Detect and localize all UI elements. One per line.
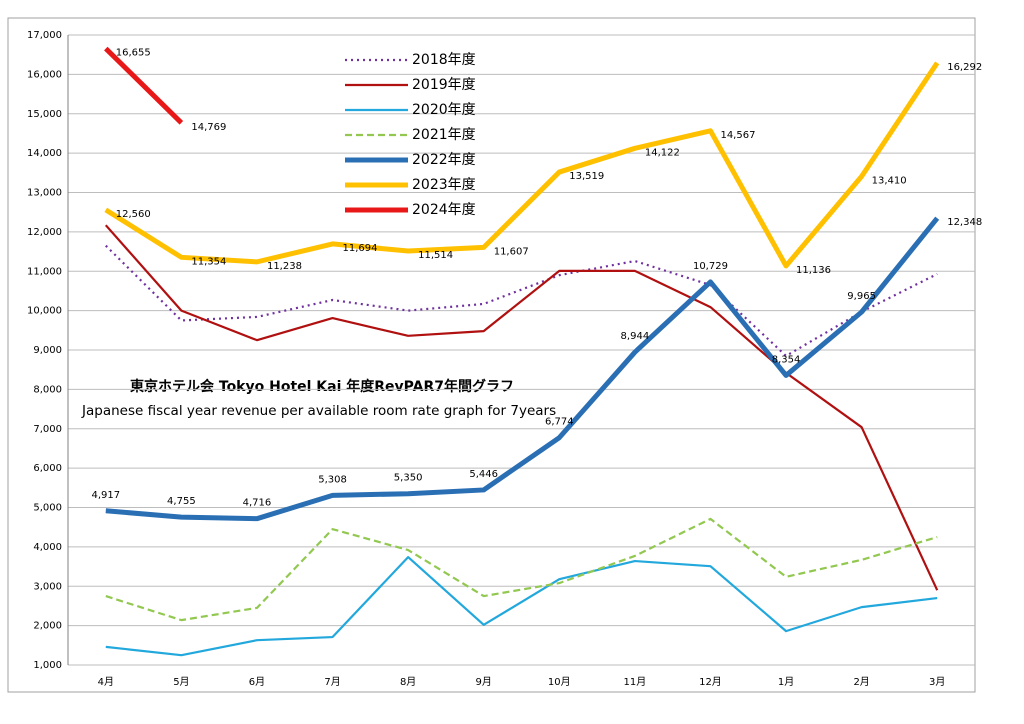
data-label: 8,354	[772, 354, 801, 365]
data-label: 4,917	[91, 490, 120, 501]
y-tick-label: 3,000	[33, 581, 62, 592]
data-label: 16,292	[947, 62, 982, 73]
chart-frame	[7, 17, 976, 693]
legend-label: 2021年度	[412, 127, 476, 143]
data-label: 11,354	[191, 256, 226, 267]
y-tick-label: 16,000	[27, 69, 62, 80]
x-tick-label: 5月	[173, 676, 189, 688]
data-label: 12,348	[947, 217, 982, 228]
chart-subtitle: Japanese fiscal year revenue per availab…	[81, 403, 556, 419]
x-tick-label: 10月	[548, 676, 571, 688]
data-label: 11,694	[343, 243, 378, 254]
data-label: 13,410	[872, 175, 907, 186]
series-line	[105, 244, 938, 358]
series-line	[105, 517, 938, 622]
x-tick-label: 7月	[324, 676, 340, 688]
y-tick-label: 5,000	[33, 503, 62, 514]
x-tick-label: 2月	[853, 676, 869, 688]
data-label: 10,729	[693, 261, 728, 272]
data-label: 14,567	[720, 130, 755, 141]
data-label: 4,755	[167, 496, 196, 507]
data-label: 4,716	[243, 498, 272, 509]
data-label: 5,446	[469, 469, 498, 480]
y-tick-label: 17,000	[27, 30, 62, 41]
data-label: 5,308	[318, 474, 347, 485]
data-label: 9,965	[847, 291, 876, 302]
legend-label: 2020年度	[412, 102, 476, 118]
legend-label: 2024年度	[412, 202, 476, 218]
x-tick-label: 8月	[400, 676, 416, 688]
series-line	[105, 556, 938, 657]
series-line	[105, 216, 940, 522]
data-label: 13,519	[569, 171, 604, 182]
data-label: 12,560	[116, 209, 151, 220]
y-tick-label: 8,000	[33, 384, 62, 395]
chart-title: 東京ホテル会 Tokyo Hotel Kai 年度RevPAR7年間グラフ	[130, 378, 514, 395]
legend-label: 2018年度	[412, 52, 476, 68]
data-label: 11,514	[418, 250, 453, 261]
data-label: 8,944	[621, 331, 650, 342]
data-label: 5,350	[394, 473, 423, 484]
data-label: 11,136	[796, 265, 831, 276]
legend-label: 2023年度	[412, 177, 476, 193]
y-tick-label: 14,000	[27, 148, 62, 159]
series-line	[104, 46, 184, 125]
y-tick-label: 13,000	[27, 188, 62, 199]
data-label: 6,774	[545, 417, 574, 428]
x-tick-label: 4月	[98, 676, 114, 688]
y-tick-label: 6,000	[33, 463, 62, 474]
legend-label: 2019年度	[412, 77, 476, 93]
x-tick-label: 3月	[929, 676, 945, 688]
y-tick-label: 2,000	[33, 621, 62, 632]
data-label: 11,238	[267, 261, 302, 272]
series-line	[104, 61, 940, 269]
y-tick-label: 10,000	[27, 306, 62, 317]
data-label: 14,769	[191, 122, 226, 133]
y-tick-label: 4,000	[33, 542, 62, 553]
y-tick-label: 9,000	[33, 345, 62, 356]
x-tick-label: 11月	[624, 676, 647, 688]
y-tick-label: 11,000	[27, 266, 62, 277]
y-tick-label: 12,000	[27, 227, 62, 238]
data-label: 11,607	[494, 246, 529, 257]
y-tick-label: 7,000	[33, 424, 62, 435]
x-tick-label: 6月	[249, 676, 265, 688]
y-tick-label: 15,000	[27, 109, 62, 120]
data-label: 14,122	[645, 147, 680, 158]
y-tick-label: 1,000	[33, 660, 62, 671]
data-label: 16,655	[116, 48, 151, 59]
x-tick-label: 1月	[778, 676, 794, 688]
series-line	[104, 224, 939, 591]
x-tick-label: 12月	[699, 676, 722, 688]
legend-label: 2022年度	[412, 152, 476, 168]
x-tick-label: 9月	[476, 676, 492, 688]
